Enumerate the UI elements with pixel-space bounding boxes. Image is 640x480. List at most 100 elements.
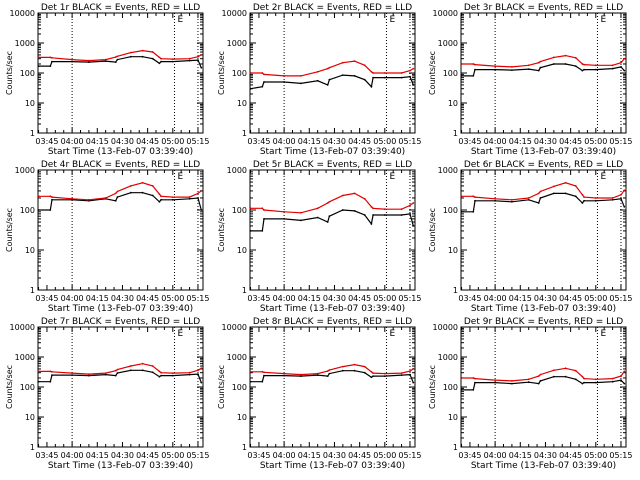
- data-point-lld: [383, 72, 386, 74]
- data-point-lld: [49, 370, 52, 373]
- data-point-lld: [611, 197, 614, 199]
- data-point-events: [537, 69, 540, 72]
- data-point-events: [49, 209, 52, 211]
- data-point-events: [200, 209, 203, 211]
- x-tick-label: 04:00: [61, 451, 84, 460]
- data-point-lld: [623, 57, 626, 60]
- chart-title: Det 4r BLACK = Events, RED = LLD: [41, 160, 200, 170]
- data-point-lld: [564, 367, 567, 370]
- data-point-events: [326, 375, 329, 377]
- data-point-events: [611, 67, 614, 70]
- data-point-events: [104, 60, 107, 62]
- y-tick-label: 100: [443, 69, 458, 78]
- data-point-events: [160, 198, 163, 201]
- data-point-events: [353, 75, 356, 77]
- data-point-lld: [151, 365, 154, 367]
- x-tick-label: 04:45: [559, 137, 582, 146]
- data-point-lld: [197, 192, 199, 195]
- data-point-events: [49, 65, 52, 67]
- x-tick-label: 05:15: [398, 294, 421, 303]
- data-point-events: [620, 66, 622, 68]
- data-point-events: [114, 199, 117, 202]
- series-line-lld: [461, 367, 625, 382]
- data-point-lld: [71, 197, 73, 200]
- corner-mark: E: [177, 15, 183, 25]
- data-point-lld: [316, 70, 319, 73]
- data-point-lld: [623, 189, 626, 192]
- x-axis-label: Start Time (13-Feb-07 03:39:40): [48, 304, 193, 314]
- corner-mark: E: [389, 329, 395, 339]
- y-tick-label: 10000: [10, 323, 35, 332]
- data-point-lld: [594, 64, 597, 67]
- y-tick-label: 10: [25, 413, 35, 422]
- x-tick-label: 04:30: [534, 137, 557, 146]
- y-tick-label: 100: [443, 206, 458, 215]
- data-point-events: [158, 375, 161, 378]
- data-point-events: [249, 230, 252, 232]
- data-point-events: [129, 369, 132, 372]
- data-point-events: [158, 62, 161, 65]
- plot-frame: [460, 12, 627, 134]
- data-point-lld: [104, 372, 107, 374]
- x-tick-label: 04:30: [323, 137, 346, 146]
- data-point-lld: [141, 49, 144, 52]
- y-tick-label: 10: [25, 246, 35, 255]
- data-point-lld: [372, 207, 374, 210]
- y-tick-label: 100: [232, 69, 247, 78]
- data-point-lld: [581, 63, 584, 65]
- data-point-events: [188, 373, 191, 376]
- data-point-lld: [49, 195, 52, 198]
- data-point-events: [363, 214, 366, 216]
- data-point-lld: [188, 196, 191, 199]
- data-point-lld: [158, 370, 161, 373]
- x-tick-label: 05:00: [584, 451, 607, 460]
- x-tick-label: 05:15: [398, 137, 421, 146]
- x-axis-label: Start Time (13-Feb-07 03:39:40): [471, 147, 616, 157]
- chart-panel-7: Det 7r BLACK = Events, RED = LLD E 1 10 100 1…: [5, 317, 209, 471]
- x-tick-label: 05:00: [161, 451, 184, 460]
- data-point-lld: [129, 51, 132, 54]
- data-point-events: [200, 381, 203, 384]
- data-point-lld: [494, 379, 496, 381]
- plot-frame: [37, 169, 204, 291]
- y-tick-label: 1000: [438, 353, 458, 362]
- y-tick-label: 10: [448, 99, 458, 108]
- y-tick-label: 10000: [433, 323, 458, 332]
- data-point-lld: [527, 378, 530, 381]
- data-point-lld: [611, 377, 614, 380]
- data-point-events: [141, 55, 144, 58]
- x-tick-label: 04:45: [136, 294, 159, 303]
- data-point-events: [316, 374, 319, 376]
- data-point-lld: [316, 207, 319, 210]
- data-point-events: [527, 68, 530, 70]
- y-tick-label: 1000: [15, 166, 35, 175]
- y-tick-label: 10: [25, 99, 35, 108]
- data-point-events: [326, 84, 329, 86]
- data-point-events: [552, 63, 555, 65]
- y-tick-label: 100: [20, 69, 35, 78]
- y-tick-label: 1000: [227, 353, 247, 362]
- data-point-lld: [537, 375, 540, 377]
- chart-panel-2: Det 2r BLACK = Events, RED = LLD E 1 10 100 1…: [217, 3, 421, 157]
- data-point-events: [261, 380, 264, 383]
- data-point-events: [160, 60, 163, 63]
- data-point-events: [71, 60, 73, 63]
- x-tick-label: 04:00: [484, 451, 507, 460]
- data-point-lld: [141, 362, 144, 365]
- x-tick-label: 03:45: [458, 451, 481, 460]
- data-point-lld: [171, 196, 174, 199]
- x-axis-label: Start Time (13-Feb-07 03:39:40): [260, 147, 405, 157]
- data-point-lld: [326, 67, 329, 70]
- data-point-events: [400, 214, 403, 216]
- x-tick-label: 04:15: [298, 294, 321, 303]
- y-tick-label: 1: [30, 286, 35, 295]
- data-point-events: [197, 373, 199, 375]
- y-tick-label: 1000: [438, 39, 458, 48]
- plot-frame: [460, 326, 627, 448]
- data-point-lld: [594, 197, 597, 199]
- data-point-events: [341, 369, 344, 372]
- x-tick-label: 04:45: [136, 451, 159, 460]
- y-tick-label: 10: [237, 246, 247, 255]
- data-point-events: [539, 380, 542, 382]
- x-tick-label: 03:45: [35, 137, 58, 146]
